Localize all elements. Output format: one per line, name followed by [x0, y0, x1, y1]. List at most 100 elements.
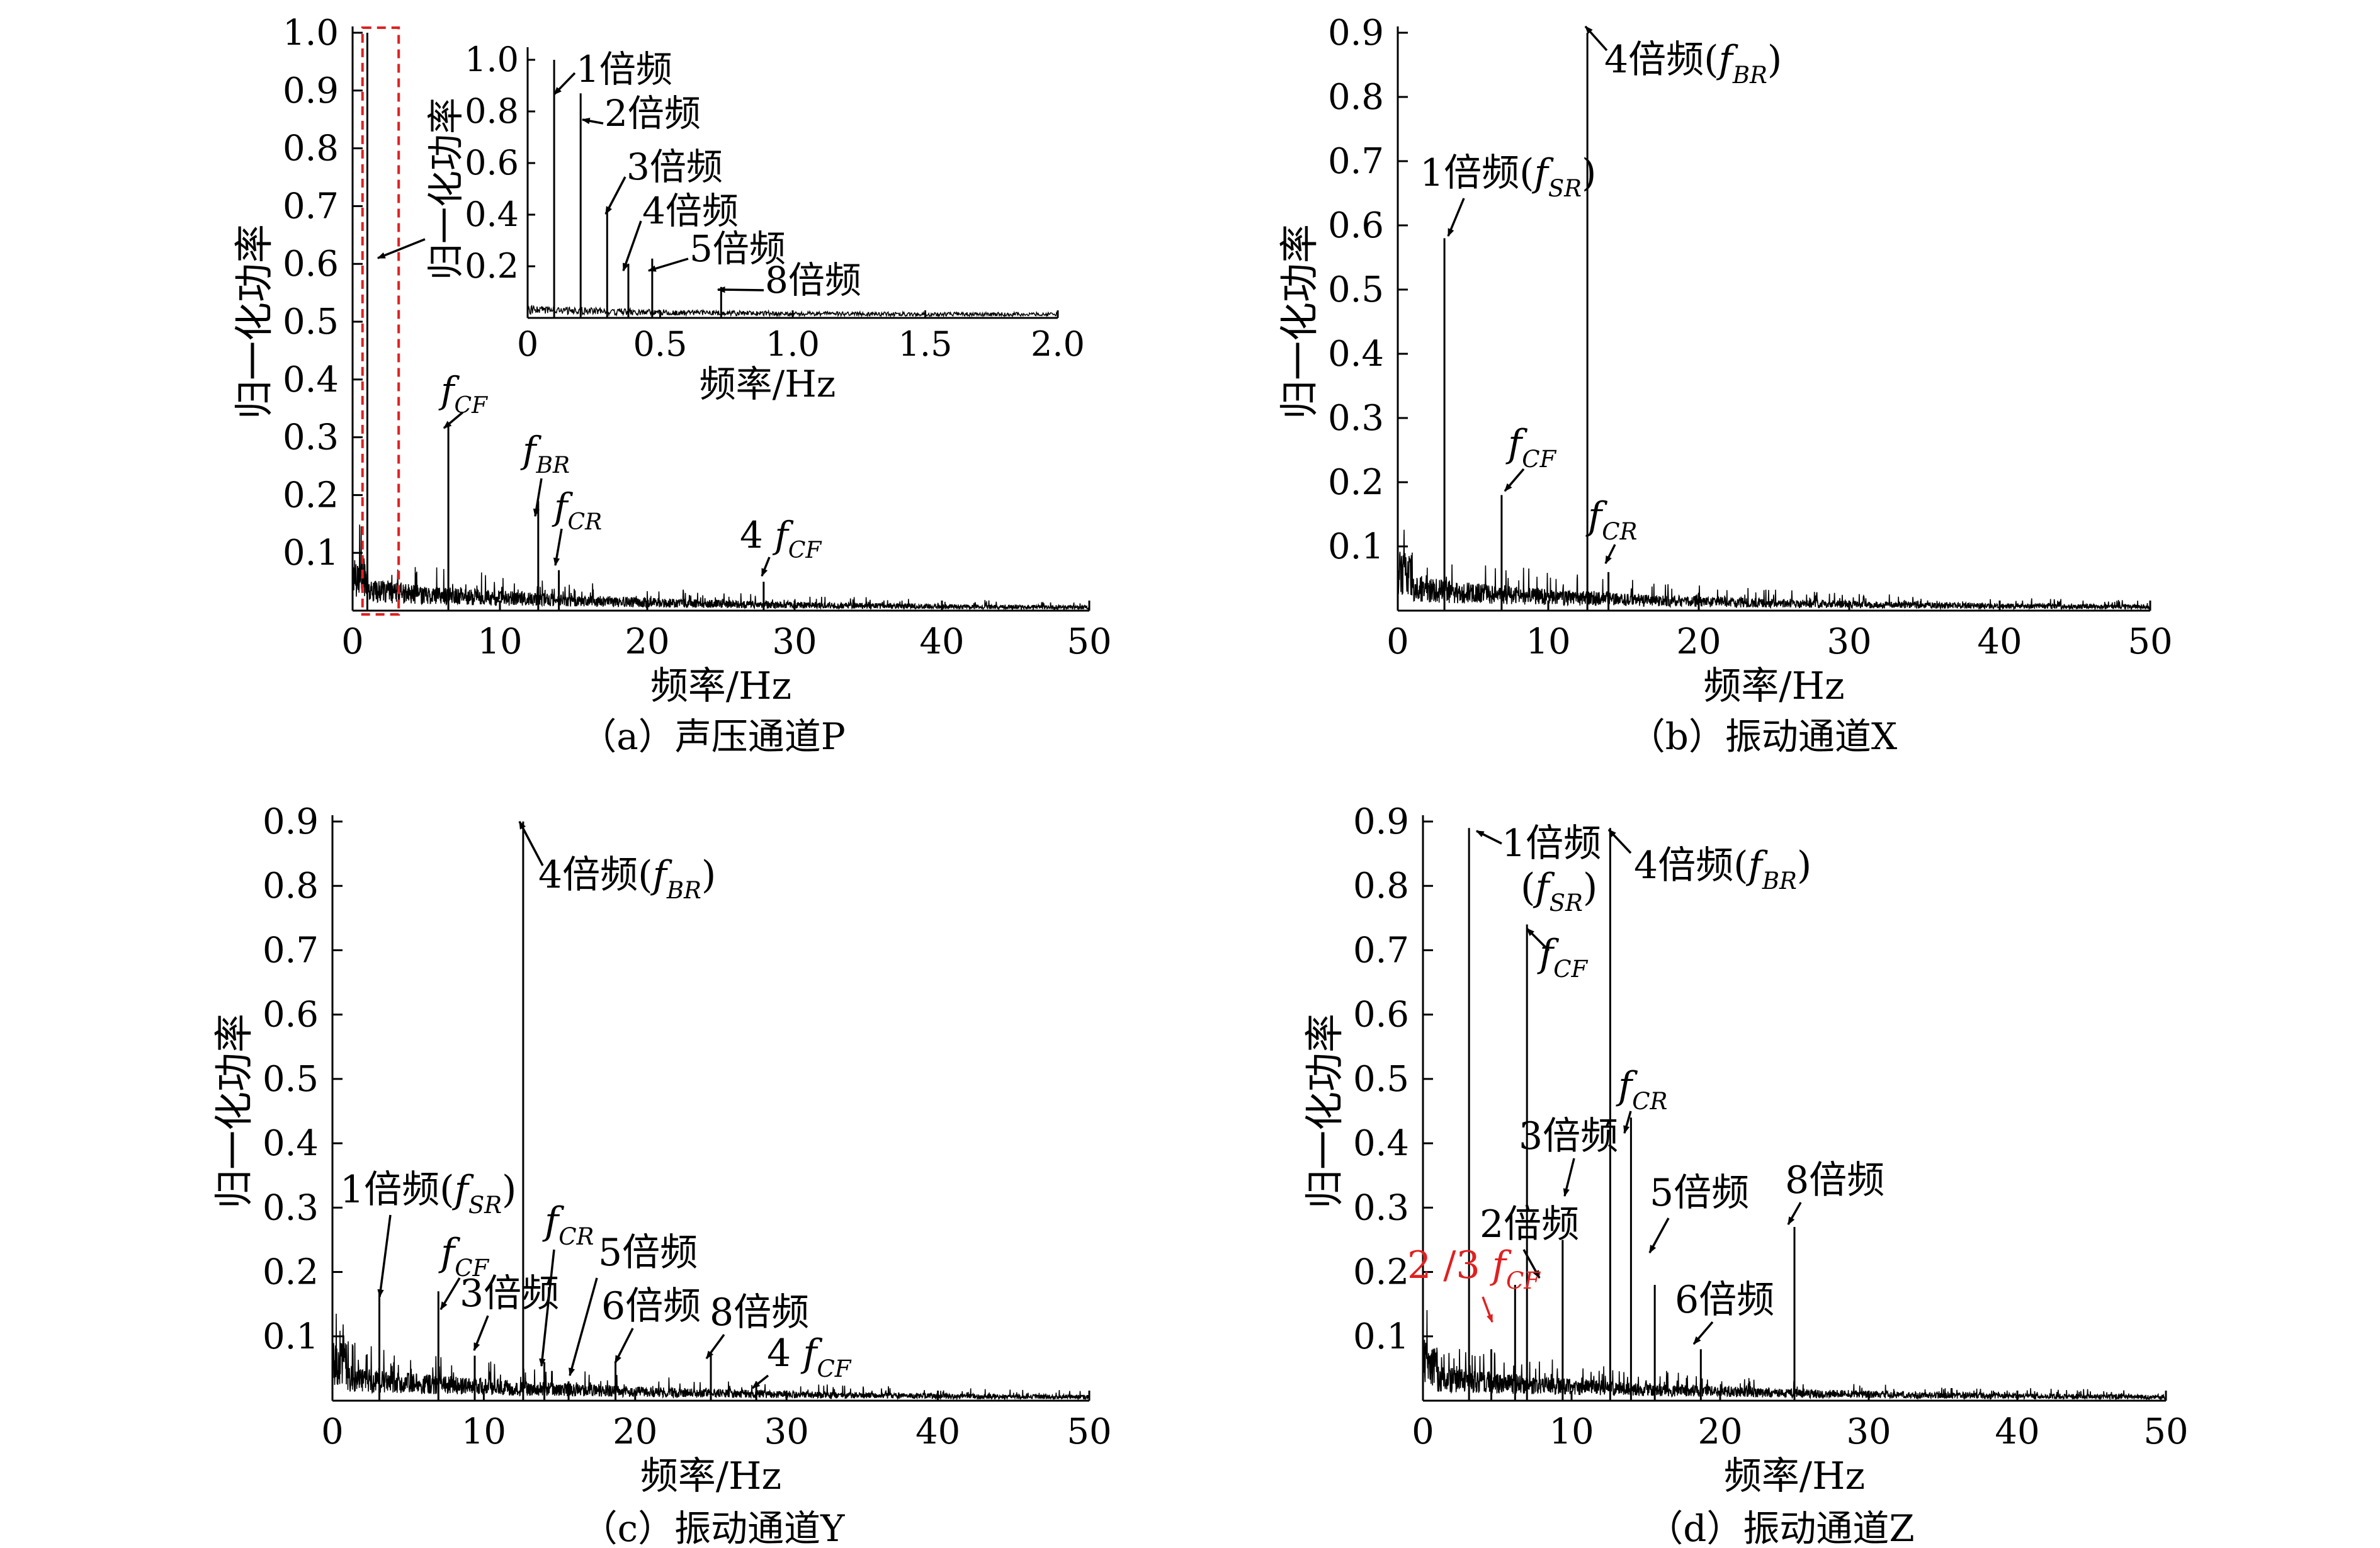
- annotation-3x: 3倍频: [460, 1272, 559, 1316]
- spectrum-noise: [1397, 529, 2151, 611]
- x-tick-label: 20: [1697, 1411, 1742, 1452]
- y-tick-label: 0.7: [1328, 141, 1384, 182]
- x-tick-label: 50: [2143, 1411, 2188, 1452]
- annotation-2x: 2倍频: [1480, 1202, 1579, 1246]
- annotation-arrow: [1604, 544, 1616, 565]
- inset-annotation-arrow: [553, 72, 576, 96]
- x-tick-label: 30: [1846, 1411, 1891, 1452]
- inset-y-tick-label: 0.4: [465, 195, 519, 234]
- panel-caption: （b）振动通道X: [1629, 715, 1898, 758]
- x-tick-label: 40: [1995, 1411, 2039, 1452]
- x-tick-label: 0: [341, 621, 364, 662]
- annotation-arrow: [1623, 1110, 1632, 1134]
- y-tick-label: 0.1: [263, 1316, 319, 1357]
- y-tick-label: 1.0: [283, 13, 339, 54]
- y-tick-label: 0.4: [1353, 1123, 1409, 1164]
- inset-annotation: 1倍频: [576, 48, 672, 91]
- annotation-arrow: [533, 478, 543, 517]
- inset-annotation-arrow: [622, 220, 642, 272]
- annotation-fcf: fCF: [438, 1231, 490, 1282]
- inset-x-tick-label: 2.0: [1031, 324, 1085, 364]
- x-tick-label: 20: [1676, 621, 1721, 662]
- x-axis-title: 频率/Hz: [1703, 664, 1844, 708]
- inset-x-tick-label: 0.5: [633, 324, 688, 364]
- inset-y-tick-label: 0.8: [465, 91, 519, 131]
- inset-annotation-arrow: [647, 257, 689, 272]
- annotation-arrow: [705, 1333, 725, 1360]
- y-tick-label: 0.3: [1353, 1187, 1409, 1228]
- y-tick-label: 0.5: [1328, 269, 1384, 310]
- panel-b: 0 10 20 30 40 50 0.1 0.2 0.3 0.4 0.5 0.6 0.7 0.8 0.9 频率…: [1276, 13, 2173, 758]
- annotation-arrow: [553, 528, 563, 567]
- annotation-2-3-fcf: 2 /3 fCF: [1407, 1243, 1541, 1294]
- x-tick-label: 50: [1067, 1411, 1111, 1452]
- annotation-arrow: [751, 1374, 769, 1389]
- annotation-arrow: [539, 1249, 555, 1367]
- annotation-arrow: [377, 1214, 392, 1298]
- x-tick-label: 20: [625, 621, 669, 662]
- annotation-4fcf: 4 fCF: [767, 1331, 852, 1382]
- y-tick-label: 0.1: [1353, 1316, 1409, 1357]
- annotation-fcf: fCF: [1537, 932, 1589, 983]
- x-tick-label: 0: [1412, 1411, 1434, 1452]
- annotation-arrow: [1522, 1249, 1541, 1279]
- inset-annotation: 8倍频: [765, 259, 861, 302]
- y-tick-label: 0.6: [283, 244, 339, 285]
- annotation-arrow: [1607, 828, 1632, 854]
- y-tick-label: 0.4: [1328, 334, 1384, 375]
- annotation-fcf: fCF: [438, 369, 489, 419]
- x-tick-label: 40: [915, 1411, 960, 1452]
- y-tick-label: 0.8: [1328, 77, 1384, 118]
- x-tick-label: 10: [1526, 621, 1570, 662]
- inset-annotation: 3倍频: [626, 145, 723, 188]
- annotation-arrow: [1447, 198, 1465, 237]
- x-axis-title: 频率/Hz: [640, 1454, 781, 1498]
- inset-x-axis-title: 频率/Hz: [700, 363, 836, 405]
- annotation-1x: 1倍频: [1502, 822, 1601, 866]
- panel-caption: （d）振动通道Z: [1646, 1507, 1914, 1548]
- y-tick-label: 0.9: [283, 71, 339, 111]
- x-tick-label: 0: [1386, 621, 1409, 662]
- y-tick-label: 0.8: [1353, 866, 1409, 907]
- inset-chart: 0 0.5 1.0 1.5 2.00.20.40.60.81.0频率/Hz归一化功率1倍…: [424, 40, 1085, 405]
- y-tick-label: 0.2: [263, 1252, 319, 1293]
- annotation-4x-fbr: 4倍频(fBR): [538, 853, 716, 904]
- inset-y-axis-title: 归一化功率: [424, 98, 467, 280]
- annotation-arrow: [439, 1277, 461, 1311]
- y-axis-title: 归一化功率: [1301, 1014, 1347, 1209]
- panel-a: 0 10 20 30 40 50 0.1 0.2 0.3 0.4 0.5 0.6 0.7 0.8 0.9 1.…: [231, 13, 1112, 758]
- annotation-6x: 6倍频: [601, 1284, 701, 1328]
- x-axis-title: 频率/Hz: [1724, 1454, 1865, 1498]
- annotation-4x-fbr: 4倍频(fBR): [1634, 844, 1811, 895]
- annotation-arrow: [443, 411, 464, 429]
- annotation-arrow: [569, 1277, 598, 1377]
- y-tick-label: 0.3: [283, 417, 339, 458]
- annotation-fcr: fCR: [1616, 1064, 1667, 1115]
- y-axis-title: 归一化功率: [1276, 224, 1322, 419]
- x-tick-label: 10: [477, 621, 522, 662]
- annotation-1x-fsr: 1倍频(fSR): [1420, 151, 1596, 202]
- x-tick-label: 50: [2128, 621, 2172, 662]
- y-axis-title: 归一化功率: [211, 1014, 257, 1209]
- annotation-fsr: (fSR): [1521, 866, 1597, 917]
- y-tick-label: 0.7: [283, 186, 339, 227]
- inset-y-tick-label: 0.6: [465, 143, 519, 183]
- annotation-arrow: [1787, 1202, 1802, 1226]
- y-tick-label: 0.9: [263, 801, 319, 842]
- y-tick-label: 0.4: [263, 1123, 319, 1164]
- panel-c: 0 10 20 30 40 50 0.1 0.2 0.3 0.4 0.5 0.6 0.7 0.8 0.9 频率…: [211, 801, 1112, 1548]
- inset-pointer-arrow: [377, 238, 426, 259]
- annotation-8x: 8倍频: [1785, 1158, 1884, 1202]
- y-tick-label: 0.2: [283, 475, 339, 516]
- annotation-4fcf: 4 fCF: [740, 514, 822, 563]
- y-tick-label: 0.5: [1353, 1059, 1409, 1100]
- inset-y-tick-label: 1.0: [465, 40, 519, 79]
- annotation-arrow: [1526, 927, 1550, 952]
- inset-x-tick-label: 1.0: [766, 324, 820, 364]
- x-tick-label: 30: [772, 621, 817, 662]
- panel-caption: （c）振动通道Y: [581, 1507, 845, 1548]
- annotation-6x: 6倍频: [1675, 1278, 1774, 1322]
- x-tick-label: 50: [1067, 621, 1111, 662]
- inset-y-tick-label: 0.2: [465, 246, 519, 286]
